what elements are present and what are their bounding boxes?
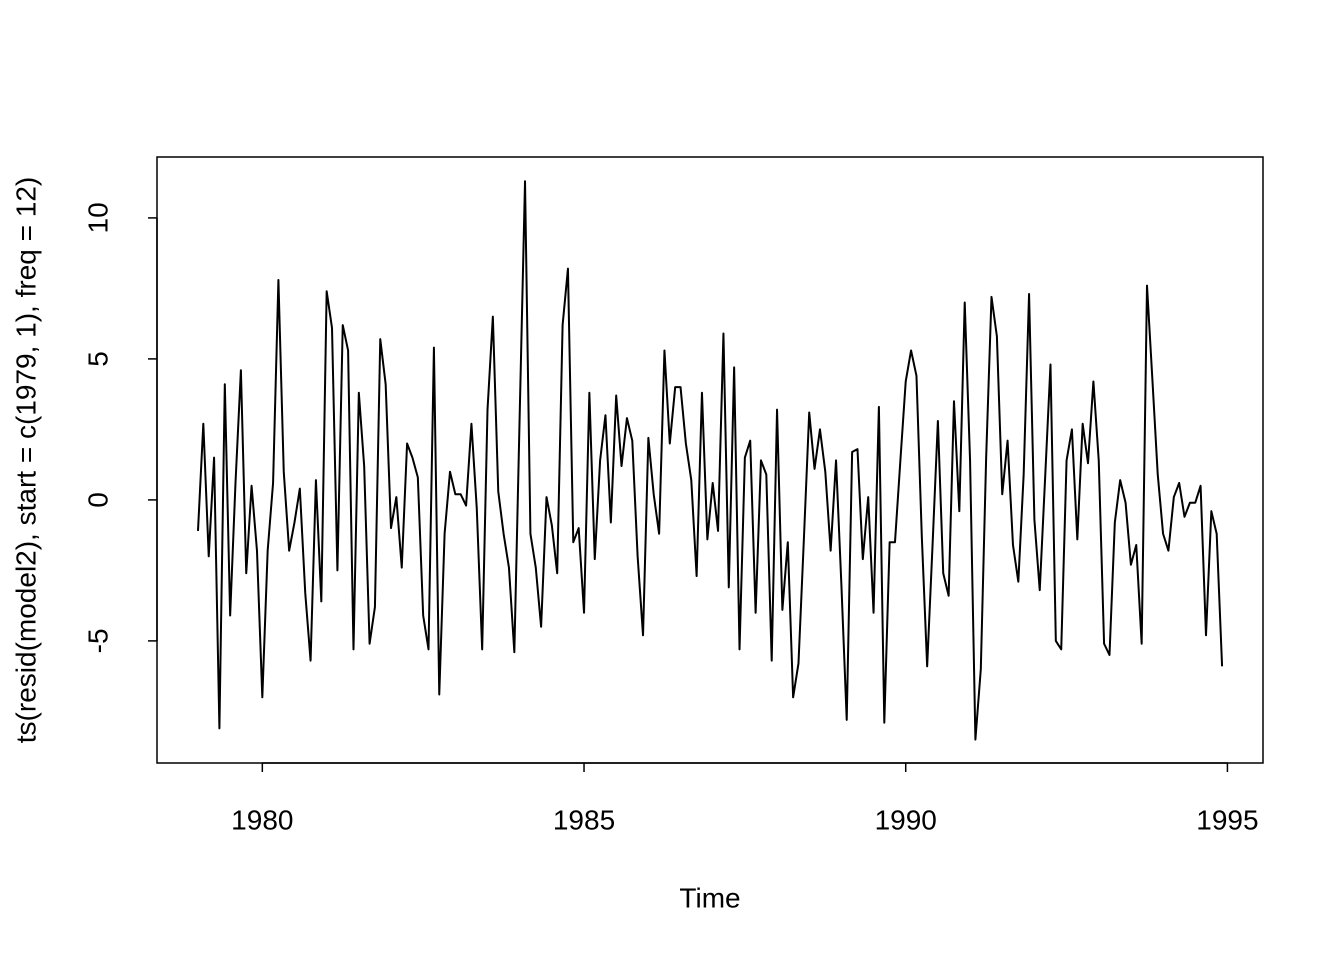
x-tick-label: 1985 [553,804,615,835]
y-tick-label: 10 [82,202,113,233]
y-tick-label: 0 [82,492,113,508]
x-tick-label: 1995 [1196,804,1258,835]
x-tick-label: 1990 [875,804,937,835]
y-tick-label: 5 [82,351,113,367]
y-tick-label: -5 [82,628,113,653]
x-axis-label: Time [679,882,740,913]
y-axis-label: ts(resid(model2), start = c(1979, 1), fr… [10,177,41,743]
x-tick-label: 1980 [231,804,293,835]
series-line [196,180,1224,741]
